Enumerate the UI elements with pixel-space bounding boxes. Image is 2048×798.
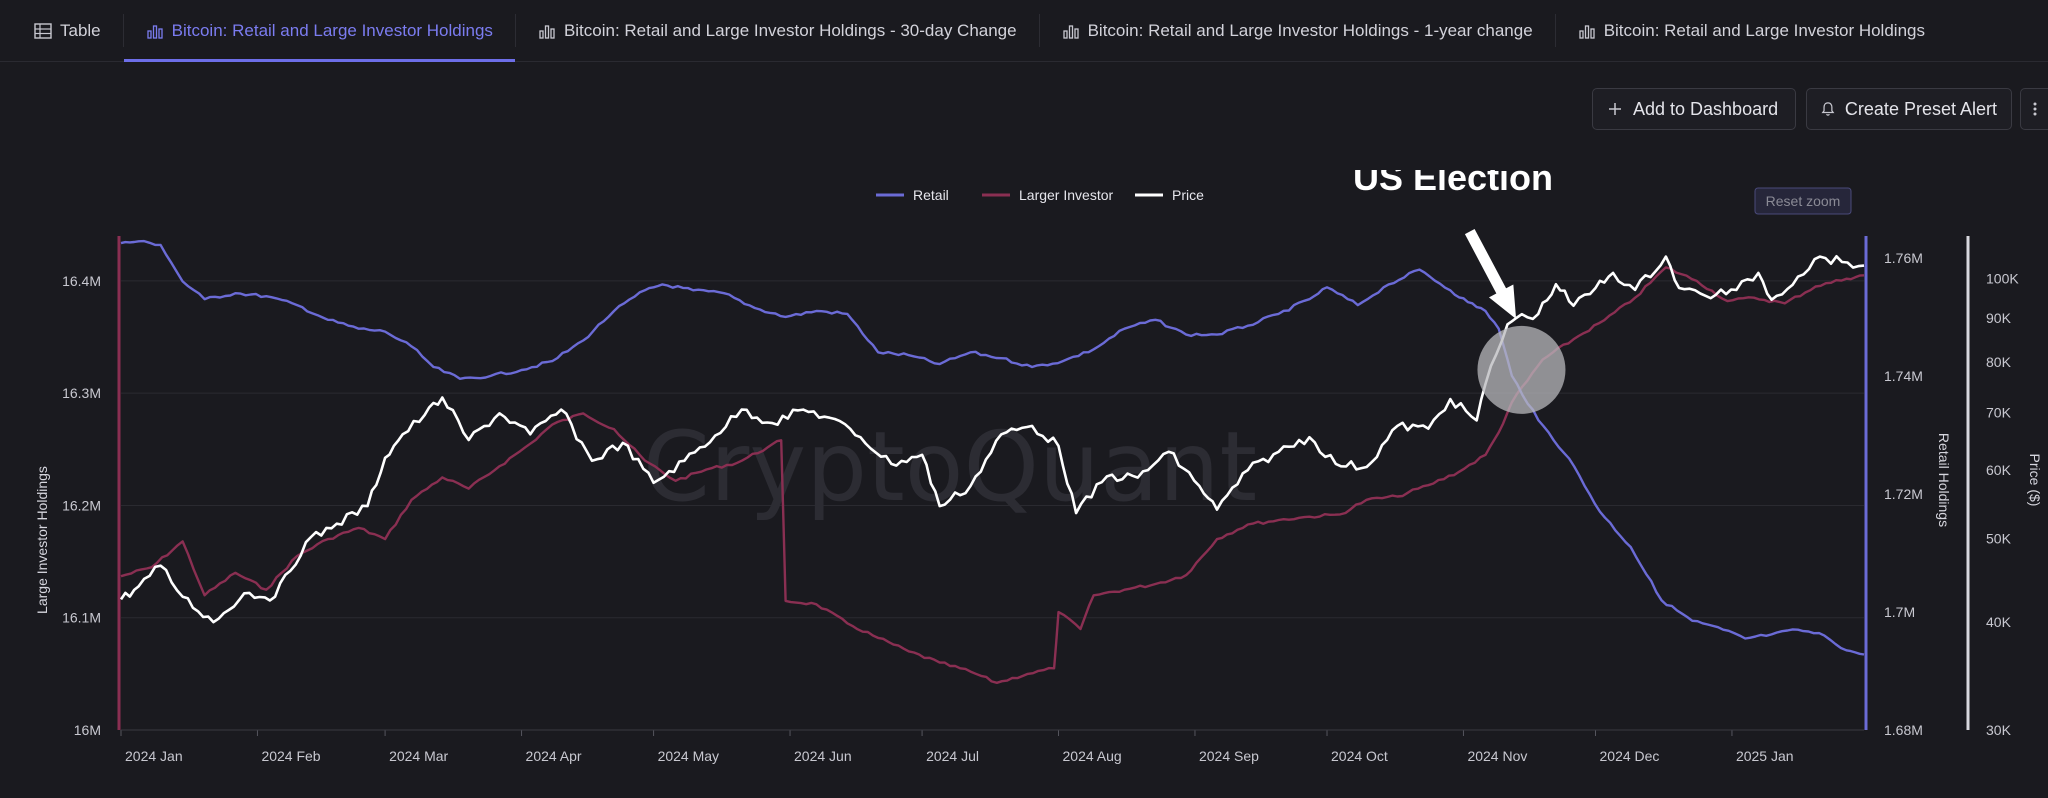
tab-divider <box>1554 14 1556 47</box>
table-icon <box>34 22 52 39</box>
price-tick-label: 60K <box>1986 462 2012 478</box>
left-axis-title: Large Investor Holdings <box>34 466 50 614</box>
bar-chart-icon <box>146 24 163 39</box>
tab-divider <box>1038 14 1040 47</box>
price-line <box>119 255 1865 624</box>
create-preset-alert-label: Create Preset Alert <box>1844 98 1997 119</box>
legend: Retail Larger Investor Price <box>876 187 1204 203</box>
x-tick-label: 2024 Jul <box>926 748 979 764</box>
left-tick-label: 16.3M <box>62 385 101 401</box>
retail-line <box>120 239 1865 656</box>
x-axis-ticks: 2024 Jan 2024 Feb 2024 Mar 2024 Apr 2024 May… <box>120 729 1864 764</box>
tab-bar: Table Bitcoin: Retail and Large Investor… <box>0 0 2048 62</box>
price-axis-ticks: 30K 40K 50K 60K 70K 80K 90K 100K <box>1986 270 2019 738</box>
tab-label: Table <box>60 20 101 40</box>
add-to-dashboard-button[interactable]: Add to Dashboard <box>1592 88 1796 130</box>
retail-tick-label: 1.76M <box>1884 250 1923 266</box>
retail-axis-title: Retail Holdings <box>1936 433 1952 527</box>
holdings-chart: CryptoQuant Retail Larger Investor Price… <box>34 170 2043 764</box>
left-tick-label: 16.1M <box>62 610 101 626</box>
tab-holdings-2[interactable]: Bitcoin: Retail and Large Investor Holdi… <box>1556 0 1947 61</box>
x-tick-label: 2024 Dec <box>1600 748 1660 764</box>
tab-label: Bitcoin: Retail and Large Investor Holdi… <box>171 20 493 40</box>
bar-chart-icon <box>1062 24 1079 39</box>
larger-investor-line <box>120 266 1865 684</box>
left-axis-ticks: 16M 16.1M 16.2M 16.3M 16.4M <box>62 273 101 738</box>
tab-holdings[interactable]: Bitcoin: Retail and Large Investor Holdi… <box>123 0 516 62</box>
series-lines <box>119 239 1865 684</box>
tab-1-year-change[interactable]: Bitcoin: Retail and Large Investor Holdi… <box>1040 0 1555 61</box>
price-tick-label: 40K <box>1986 614 2012 630</box>
tab-label: Bitcoin: Retail and Large Investor Holdi… <box>1603 20 1925 40</box>
price-tick-label: 30K <box>1986 722 2012 738</box>
retail-tick-label: 1.68M <box>1884 722 1923 738</box>
price-tick-label: 50K <box>1986 530 2012 546</box>
left-tick-label: 16.4M <box>62 273 101 289</box>
plus-icon <box>1609 103 1621 115</box>
tab-30-day-change[interactable]: Bitcoin: Retail and Large Investor Holdi… <box>516 0 1039 61</box>
x-tick-label: 2024 Nov <box>1467 748 1527 764</box>
retail-tick-label: 1.72M <box>1884 486 1923 502</box>
x-tick-label: 2024 Oct <box>1331 748 1388 764</box>
annotation-arrow <box>1464 229 1517 320</box>
tab-label: Bitcoin: Retail and Large Investor Holdi… <box>1087 20 1533 40</box>
x-tick-label: 2024 Sep <box>1199 748 1259 764</box>
reset-zoom-label: Reset zoom <box>1766 193 1841 209</box>
reset-zoom-button[interactable]: Reset zoom <box>1754 187 1852 215</box>
add-to-dashboard-label: Add to Dashboard <box>1633 98 1779 119</box>
retail-tick-label: 1.7M <box>1884 604 1915 620</box>
retail-axis-ticks: 1.68M 1.7M 1.72M 1.74M 1.76M <box>1884 250 1923 738</box>
bell-icon <box>1821 102 1835 116</box>
more-vertical-icon <box>2033 102 2037 116</box>
x-tick-label: 2024 Jun <box>794 748 852 764</box>
bar-chart-icon <box>1579 24 1595 39</box>
left-tick-label: 16.2M <box>62 497 101 513</box>
x-tick-label: 2024 Feb <box>261 748 320 764</box>
create-preset-alert-button[interactable]: Create Preset Alert <box>1806 88 2012 130</box>
tab-label: Bitcoin: Retail and Large Investor Holdi… <box>563 20 1017 40</box>
watermark: CryptoQuant <box>643 411 1257 523</box>
x-tick-label: 2024 Aug <box>1063 748 1122 764</box>
annotation: US Election <box>1353 170 1566 414</box>
annotation-highlight <box>1477 325 1566 414</box>
legend-label-larger-investor: Larger Investor <box>1019 187 1113 203</box>
left-tick-label: 16M <box>74 722 101 738</box>
bar-chart-icon <box>539 24 555 39</box>
x-tick-label: 2024 Jan <box>125 748 183 764</box>
annotation-label: US Election <box>1353 170 1553 198</box>
x-tick-label: 2024 May <box>658 748 719 764</box>
tab-table[interactable]: Table <box>0 0 123 61</box>
retail-tick-label: 1.74M <box>1884 368 1923 384</box>
tab-divider <box>122 14 124 47</box>
x-tick-label: 2024 Apr <box>526 748 582 764</box>
price-tick-label: 70K <box>1986 404 2012 420</box>
legend-label-price: Price <box>1172 187 1204 203</box>
price-tick-label: 100K <box>1986 270 2019 286</box>
legend-label-retail: Retail <box>913 187 949 203</box>
more-options-button[interactable] <box>2020 88 2048 130</box>
tab-divider <box>514 14 516 47</box>
x-tick-label: 2024 Mar <box>389 748 448 764</box>
x-tick-label: 2025 Jan <box>1736 748 1794 764</box>
price-tick-label: 80K <box>1986 354 2012 370</box>
price-axis-title: Price ($) <box>2027 454 2043 507</box>
price-tick-label: 90K <box>1986 310 2012 326</box>
